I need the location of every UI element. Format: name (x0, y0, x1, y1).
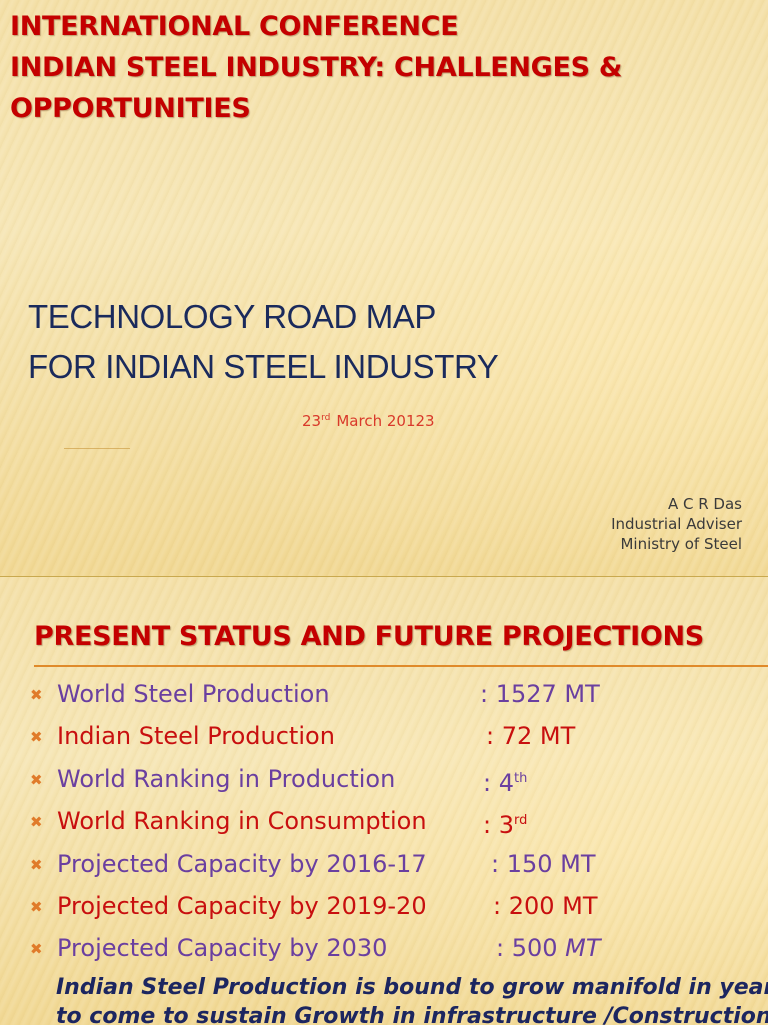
list-item-value: : 150 MT (491, 843, 596, 885)
cross-bullet-icon: ✖ (30, 897, 43, 916)
list-item-value: : 1527 MT (480, 673, 600, 715)
title-slide: INTERNATIONAL CONFERENCE INDIAN STEEL IN… (0, 0, 768, 576)
author-block: A C R Das Industrial Adviser Ministry of… (611, 494, 742, 554)
list-item-value: : 3rd (483, 800, 527, 846)
list-item-label: World Ranking in Production (57, 764, 396, 793)
status-slide: PRESENT STATUS AND FUTURE PROJECTIONS ✖ … (0, 576, 768, 1025)
value-text: : 150 MT (491, 849, 596, 878)
list-item-label: World Steel Production (57, 680, 330, 708)
value-text: : 500 (496, 934, 566, 963)
cross-bullet-icon: ✖ (30, 940, 43, 959)
list-item-value: : 72 MT (486, 715, 575, 757)
list-item-label: Projected Capacity by 2030 (57, 934, 388, 963)
list-item: ✖ Indian Steel Production : 72 MT (30, 715, 760, 757)
value-unit-italic: MT (565, 934, 601, 963)
list-item-label: Projected Capacity by 2019-20 (57, 891, 427, 920)
value-text: : 200 MT (493, 891, 598, 920)
value-superscript: rd (513, 813, 528, 829)
presentation-title: TECHNOLOGY ROAD MAP FOR INDIAN STEEL IND… (28, 292, 728, 392)
cross-bullet-icon: ✖ (30, 686, 43, 704)
date-day: 23 (302, 412, 322, 430)
value-text: : 4 (483, 768, 514, 797)
conference-header: INTERNATIONAL CONFERENCE INDIAN STEEL IN… (10, 6, 750, 129)
cross-bullet-icon: ✖ (30, 728, 43, 747)
list-item: ✖ Projected Capacity by 2030 : 500 MT (30, 927, 760, 969)
bullet-list: ✖ World Steel Production : 1527 MT ✖ Ind… (30, 673, 760, 970)
closing-note: Indian Steel Production is bound to grow… (56, 973, 768, 1025)
list-item-label: Indian Steel Production (57, 722, 335, 751)
conference-header-line: INTERNATIONAL CONFERENCE (10, 11, 459, 42)
presentation-title-line: TECHNOLOGY ROAD MAP (28, 298, 437, 335)
list-item-value: : 4th (483, 758, 527, 804)
conference-header-line: OPPORTUNITIES (10, 93, 251, 124)
list-item: ✖ World Ranking in Consumption : 3rd (30, 800, 760, 842)
cross-bullet-icon: ✖ (30, 770, 43, 789)
value-text: : 3 (483, 811, 514, 840)
cross-bullet-icon: ✖ (30, 813, 43, 832)
decorative-rule (64, 448, 130, 449)
conference-header-line: INDIAN STEEL INDUSTRY: CHALLENGES & (10, 52, 623, 83)
list-item-label: World Ranking in Consumption (57, 807, 427, 836)
list-item-label: Projected Capacity by 2016-17 (57, 849, 427, 878)
presentation-date: 23rd March 20123 (302, 412, 435, 430)
closing-note-line: to come to sustain Growth in infrastruct… (56, 1004, 768, 1025)
presentation-title-line: FOR INDIAN STEEL INDUSTRY (28, 348, 499, 385)
list-item: ✖ World Steel Production : 1527 MT (30, 673, 760, 715)
list-item-value: : 500 MT (496, 927, 601, 969)
slide-title: PRESENT STATUS AND FUTURE PROJECTIONS (34, 621, 704, 652)
author-org: Ministry of Steel (620, 535, 742, 553)
closing-note-line: Indian Steel Production is bound to grow… (56, 975, 768, 1000)
list-item-value: : 200 MT (493, 885, 598, 927)
list-item: ✖ Projected Capacity by 2016-17 : 150 MT (30, 843, 760, 885)
list-item: ✖ Projected Capacity by 2019-20 : 200 MT (30, 885, 760, 927)
list-item: ✖ World Ranking in Production : 4th (30, 758, 760, 800)
value-superscript: th (513, 770, 528, 786)
author-name: A C R Das (667, 495, 742, 513)
title-underline (34, 665, 768, 667)
author-role: Industrial Adviser (611, 515, 742, 533)
date-suffix: rd (321, 413, 331, 423)
cross-bullet-icon: ✖ (30, 855, 43, 874)
value-text: : 72 MT (486, 722, 576, 751)
value-text: : 1527 MT (480, 680, 600, 708)
date-rest: March 20123 (336, 412, 435, 430)
